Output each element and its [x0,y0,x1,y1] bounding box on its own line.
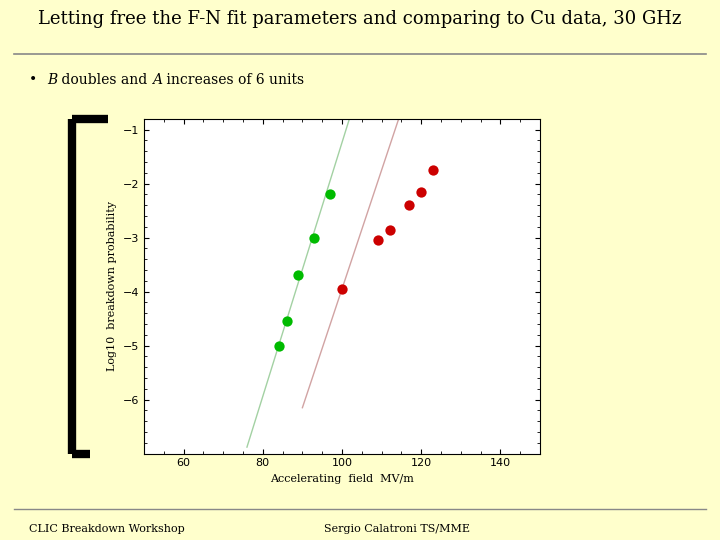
Y-axis label: Log10  breakdown probability: Log10 breakdown probability [107,201,117,371]
Point [308,233,320,242]
Point [324,190,336,199]
Text: doubles and: doubles and [57,73,152,86]
Point [292,271,305,280]
Point [428,166,439,174]
Text: B: B [47,73,57,86]
Text: CLIC Breakdown Workshop: CLIC Breakdown Workshop [29,524,184,534]
Text: •: • [29,73,37,86]
Point [415,187,427,196]
Text: A: A [152,73,162,86]
Point [372,236,383,245]
Point [273,341,284,350]
Point [384,225,395,234]
Point [281,317,292,326]
Text: increases of 6 units: increases of 6 units [162,73,304,86]
X-axis label: Accelerating  field  MV/m: Accelerating field MV/m [270,474,414,484]
Point [336,285,348,293]
Text: Letting free the F-N fit parameters and comparing to Cu data, 30 GHz: Letting free the F-N fit parameters and … [38,10,682,28]
Text: Sergio Calatroni TS/MME: Sergio Calatroni TS/MME [324,524,470,534]
Point [403,201,415,210]
